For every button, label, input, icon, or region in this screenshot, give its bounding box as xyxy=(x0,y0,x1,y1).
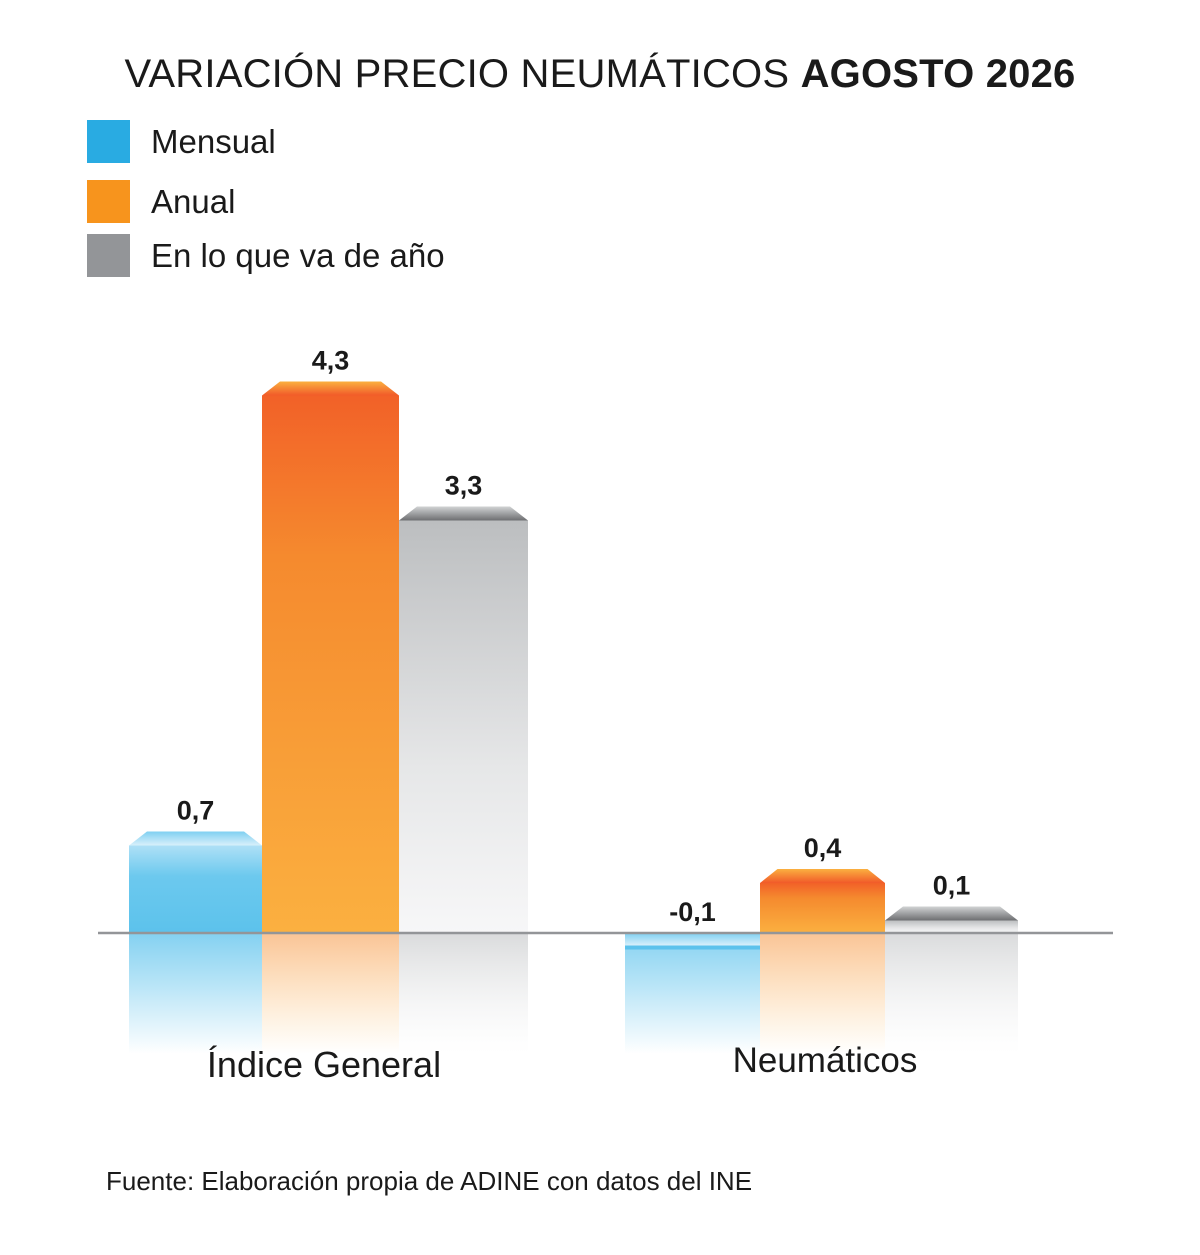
value-label-ytd-1: 0,1 xyxy=(933,871,971,901)
reflection-anual-0 xyxy=(262,934,399,1054)
bar-cap-anual-1 xyxy=(760,869,885,883)
reflection-mensual-0 xyxy=(129,934,262,1054)
bar-ytd-0 xyxy=(399,520,528,933)
category-labels: Índice General Neumáticos xyxy=(207,1041,917,1085)
bar-mensual-1 xyxy=(625,945,760,950)
chart-title-bold: AGOSTO 2026 xyxy=(800,52,1076,96)
value-label-ytd-0: 3,3 xyxy=(445,471,483,501)
legend-label-anual: Anual xyxy=(151,183,236,220)
bar-mensual-0 xyxy=(129,845,262,933)
bar-cap-ytd-1 xyxy=(885,906,1018,921)
bar-reflections xyxy=(129,934,1018,1054)
value-label-anual-1: 0,4 xyxy=(804,833,842,863)
bar-cap-mensual-0 xyxy=(129,831,262,846)
value-label-anual-0: 4,3 xyxy=(312,346,350,376)
bar-cap-mensual-1 xyxy=(625,933,760,946)
value-label-mensual-1: -0,1 xyxy=(669,897,716,927)
legend-swatch-anual xyxy=(87,180,130,223)
reflection-mensual-1 xyxy=(625,934,760,1054)
value-labels: 0,7 4,3 3,3 -0,1 0,4 0,1 xyxy=(177,346,971,928)
source-note: Fuente: Elaboración propia de ADINE con … xyxy=(106,1166,753,1196)
bar-anual-1 xyxy=(760,883,885,933)
reflection-anual-1 xyxy=(760,934,885,1054)
bar-cap-anual-0 xyxy=(262,381,399,396)
reflection-ytd-1 xyxy=(885,934,1018,1054)
chart-title: VARIACIÓN PRECIO NEUMÁTICOS AGOSTO 2026 xyxy=(0,52,1200,97)
category-label-1: Neumáticos xyxy=(733,1041,918,1080)
legend-swatch-ytd xyxy=(87,234,130,277)
bar-cap-ytd-0 xyxy=(399,506,528,521)
bar-ytd-1 xyxy=(885,920,1018,933)
chart-title-main: VARIACIÓN PRECIO NEUMÁTICOS xyxy=(124,52,790,96)
legend-swatch-mensual xyxy=(87,120,130,163)
reflection-ytd-0 xyxy=(399,934,528,1054)
bar-anual-0 xyxy=(262,395,399,933)
value-label-mensual-0: 0,7 xyxy=(177,796,215,826)
legend-label-ytd: En lo que va de año xyxy=(151,237,445,274)
legend-label-mensual: Mensual xyxy=(151,123,276,160)
category-label-0: Índice General xyxy=(207,1044,441,1085)
bars xyxy=(129,381,1018,950)
